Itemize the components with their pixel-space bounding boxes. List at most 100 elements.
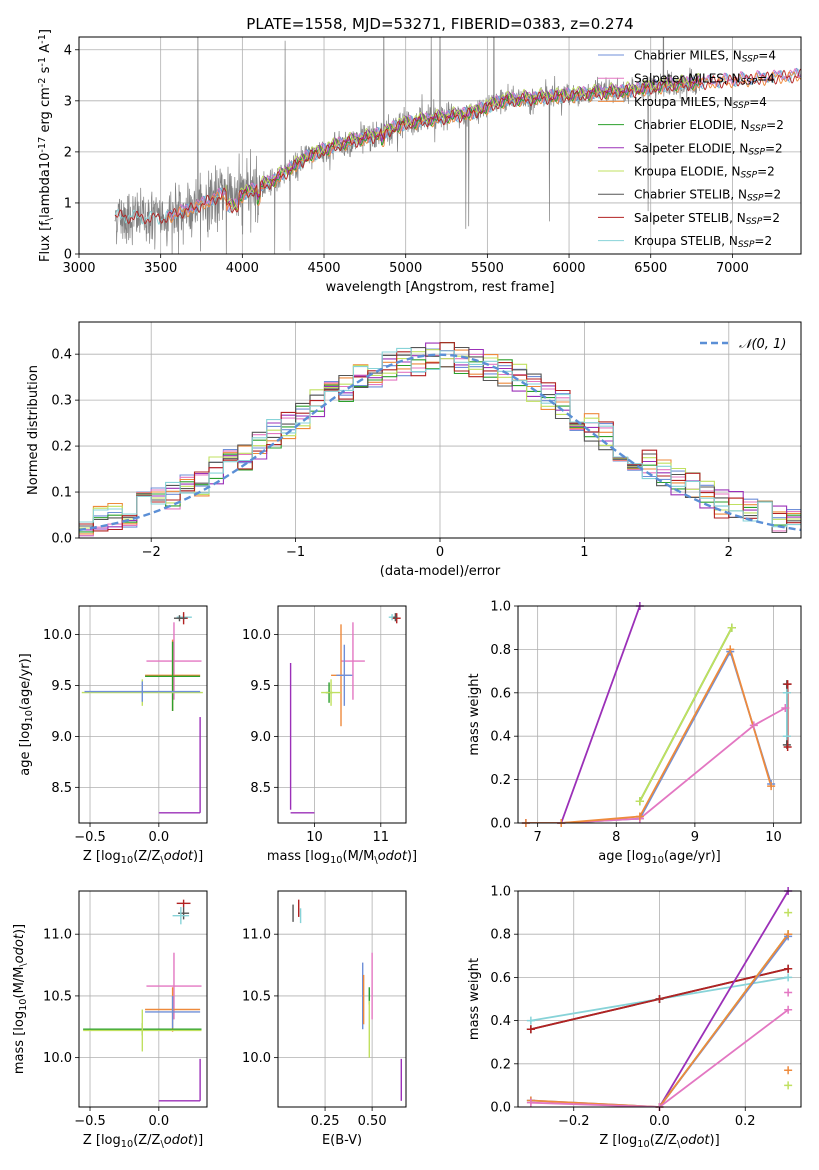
- x-tick-label: 4500: [307, 261, 340, 276]
- plot-area: [79, 342, 801, 537]
- x-tick-label: 0.2: [735, 1114, 756, 1129]
- panel-mass_vs_EBV: 0.25 0.50 10.0 10.5 11.0 E(B-V): [242, 890, 407, 1148]
- x-tick-label: 0.0: [649, 1114, 670, 1129]
- legend-label: 𝒩(0, 1): [739, 337, 786, 352]
- y-tick-label: 0.4: [51, 348, 72, 363]
- weight-marker: [782, 732, 791, 741]
- weight-marker: [635, 797, 644, 806]
- x-axis-label: age [log10(age/yr)]: [598, 849, 721, 866]
- weight-marker: [526, 1016, 535, 1025]
- x-tick-label: 2: [725, 545, 733, 560]
- plot-area: [289, 613, 401, 814]
- weight-marker: [635, 812, 644, 821]
- weight-line: [530, 1009, 789, 1107]
- x-axis-label: mass [log10(M/M\odot)]: [267, 849, 417, 866]
- panel-age_vs_Z: −0.5 0.0 8.5 9.0 9.5 10.0 Z [log10(Z/Z\odot)] a…: [18, 605, 208, 866]
- y-tick-label: 0.1: [51, 486, 72, 501]
- plot-area: [81, 612, 203, 814]
- figure-title: PLATE=1558, MJD=53271, FIBERID=0383, z=0…: [246, 15, 633, 33]
- x-tick-label: −0.5: [74, 830, 106, 845]
- x-tick-label: 5500: [471, 261, 504, 276]
- x-tick-label: 6500: [634, 261, 667, 276]
- weight-marker: [655, 995, 664, 1003]
- x-tick-label: 0.0: [148, 830, 169, 845]
- y-tick-label: 9.5: [51, 679, 72, 694]
- grid: [79, 606, 207, 823]
- y-tick-label: 10.0: [242, 1051, 271, 1066]
- plot-area: [292, 899, 402, 1101]
- y-axis-label: mass weight: [467, 673, 482, 755]
- y-tick-label: 3: [64, 94, 72, 109]
- legend-label: Chabrier STELIB, NSSP=2: [634, 188, 781, 204]
- y-tick-label: 1.0: [490, 600, 511, 615]
- y-tick-label: 0.2: [490, 773, 511, 788]
- axes-frame: [78, 36, 802, 255]
- x-axis-label: Z [log10(Z/Z\odot)]: [83, 849, 203, 866]
- x-tick-label: 10: [306, 830, 323, 845]
- x-tick-label: 3500: [144, 261, 177, 276]
- x-tick-label: 6000: [552, 261, 585, 276]
- weight-marker: [749, 721, 758, 730]
- y-tick-label: 1: [64, 196, 72, 211]
- x-tick-label: −0.5: [74, 1114, 106, 1129]
- weight-marker: [782, 688, 791, 697]
- x-tick-label: 7: [534, 830, 542, 845]
- x-tick-label: −0.2: [558, 1114, 590, 1129]
- x-tick-label: 1: [580, 545, 588, 560]
- x-axis-label: wavelength [Angstrom, rest frame]: [326, 280, 555, 295]
- weight-marker: [784, 1066, 793, 1075]
- x-tick-label: −2: [142, 545, 161, 560]
- y-tick-label: 8.5: [51, 781, 72, 796]
- y-tick-label: 0.4: [490, 730, 511, 745]
- weight-marker: [784, 973, 793, 982]
- x-tick-label: 7000: [716, 261, 749, 276]
- legend-label: Salpeter ELODIE, NSSP=2: [634, 141, 783, 157]
- weight-marker: [783, 743, 792, 752]
- model-spectrum: [114, 68, 801, 225]
- residual-legend: 𝒩(0, 1): [700, 337, 786, 352]
- residual-histogram: [79, 347, 801, 528]
- y-tick-label: 10.5: [43, 989, 72, 1004]
- panels: 3000 3500 4000 4500 5000 5500 6000 6500 7000 0 1 2 3…: [12, 29, 802, 1150]
- y-tick-label: 9.0: [51, 730, 72, 745]
- y-tick-label: 0.4: [490, 1014, 511, 1029]
- panel-spectrum: 3000 3500 4000 4500 5000 5500 6000 6500 7000 0 1 2 3…: [37, 29, 802, 295]
- panel-mass_vs_Z: −0.5 0.0 10.0 10.5 11.0 Z [log10(Z/Z\odot)] ma…: [12, 890, 208, 1150]
- legend-label: Kroupa MILES, NSSP=4: [634, 95, 767, 111]
- y-axis-label: Normed distribution: [26, 365, 41, 495]
- grid: [79, 891, 207, 1107]
- y-tick-label: 0.6: [490, 971, 511, 986]
- panel-age_vs_mass: 10 11 8.5 9.0 9.5 10.0 mass [log10(M/M\odot)]: [242, 605, 417, 866]
- weight-line: [560, 606, 641, 823]
- y-tick-label: 0.0: [51, 532, 72, 547]
- y-tick-label: 0.6: [490, 686, 511, 701]
- x-axis-label: (data-model)/error: [380, 564, 501, 579]
- grid: [278, 606, 406, 823]
- y-tick-label: 0.2: [51, 440, 72, 455]
- y-tick-label: 10.0: [43, 1051, 72, 1066]
- y-tick-label: 4: [64, 43, 72, 58]
- y-tick-label: 0.2: [490, 1057, 511, 1072]
- y-tick-label: 11.0: [242, 928, 271, 943]
- legend-label: Chabrier ELODIE, NSSP=2: [634, 118, 784, 134]
- weight-marker: [784, 964, 793, 973]
- weight-marker: [726, 645, 735, 654]
- axes-frame: [277, 890, 407, 1108]
- y-tick-label: 9.0: [250, 730, 271, 745]
- x-axis-label: E(B-V): [322, 1133, 362, 1148]
- plot-area: [114, 37, 801, 254]
- x-tick-label: 4000: [226, 261, 259, 276]
- axes-frame: [277, 605, 407, 824]
- weight-marker: [783, 680, 792, 689]
- legend-label: Chabrier MILES, NSSP=4: [634, 49, 776, 65]
- weight-marker: [781, 703, 790, 712]
- y-tick-label: 8.5: [250, 781, 271, 796]
- weight-line: [639, 627, 733, 802]
- weight-marker: [784, 1005, 793, 1014]
- weight-marker: [784, 908, 793, 917]
- y-tick-label: 1.0: [490, 885, 511, 900]
- y-axis-label: age [log10(age/yr)]: [18, 653, 35, 776]
- legend-label: Salpeter MILES, NSSP=4: [634, 72, 775, 88]
- panel-weight_vs_Z: −0.2 0.0 0.2 0.0 0.2 0.4 0.6 0.8 1.0 Z [log10(Z/Z…: [467, 885, 802, 1150]
- y-tick-label: 0.8: [490, 643, 511, 658]
